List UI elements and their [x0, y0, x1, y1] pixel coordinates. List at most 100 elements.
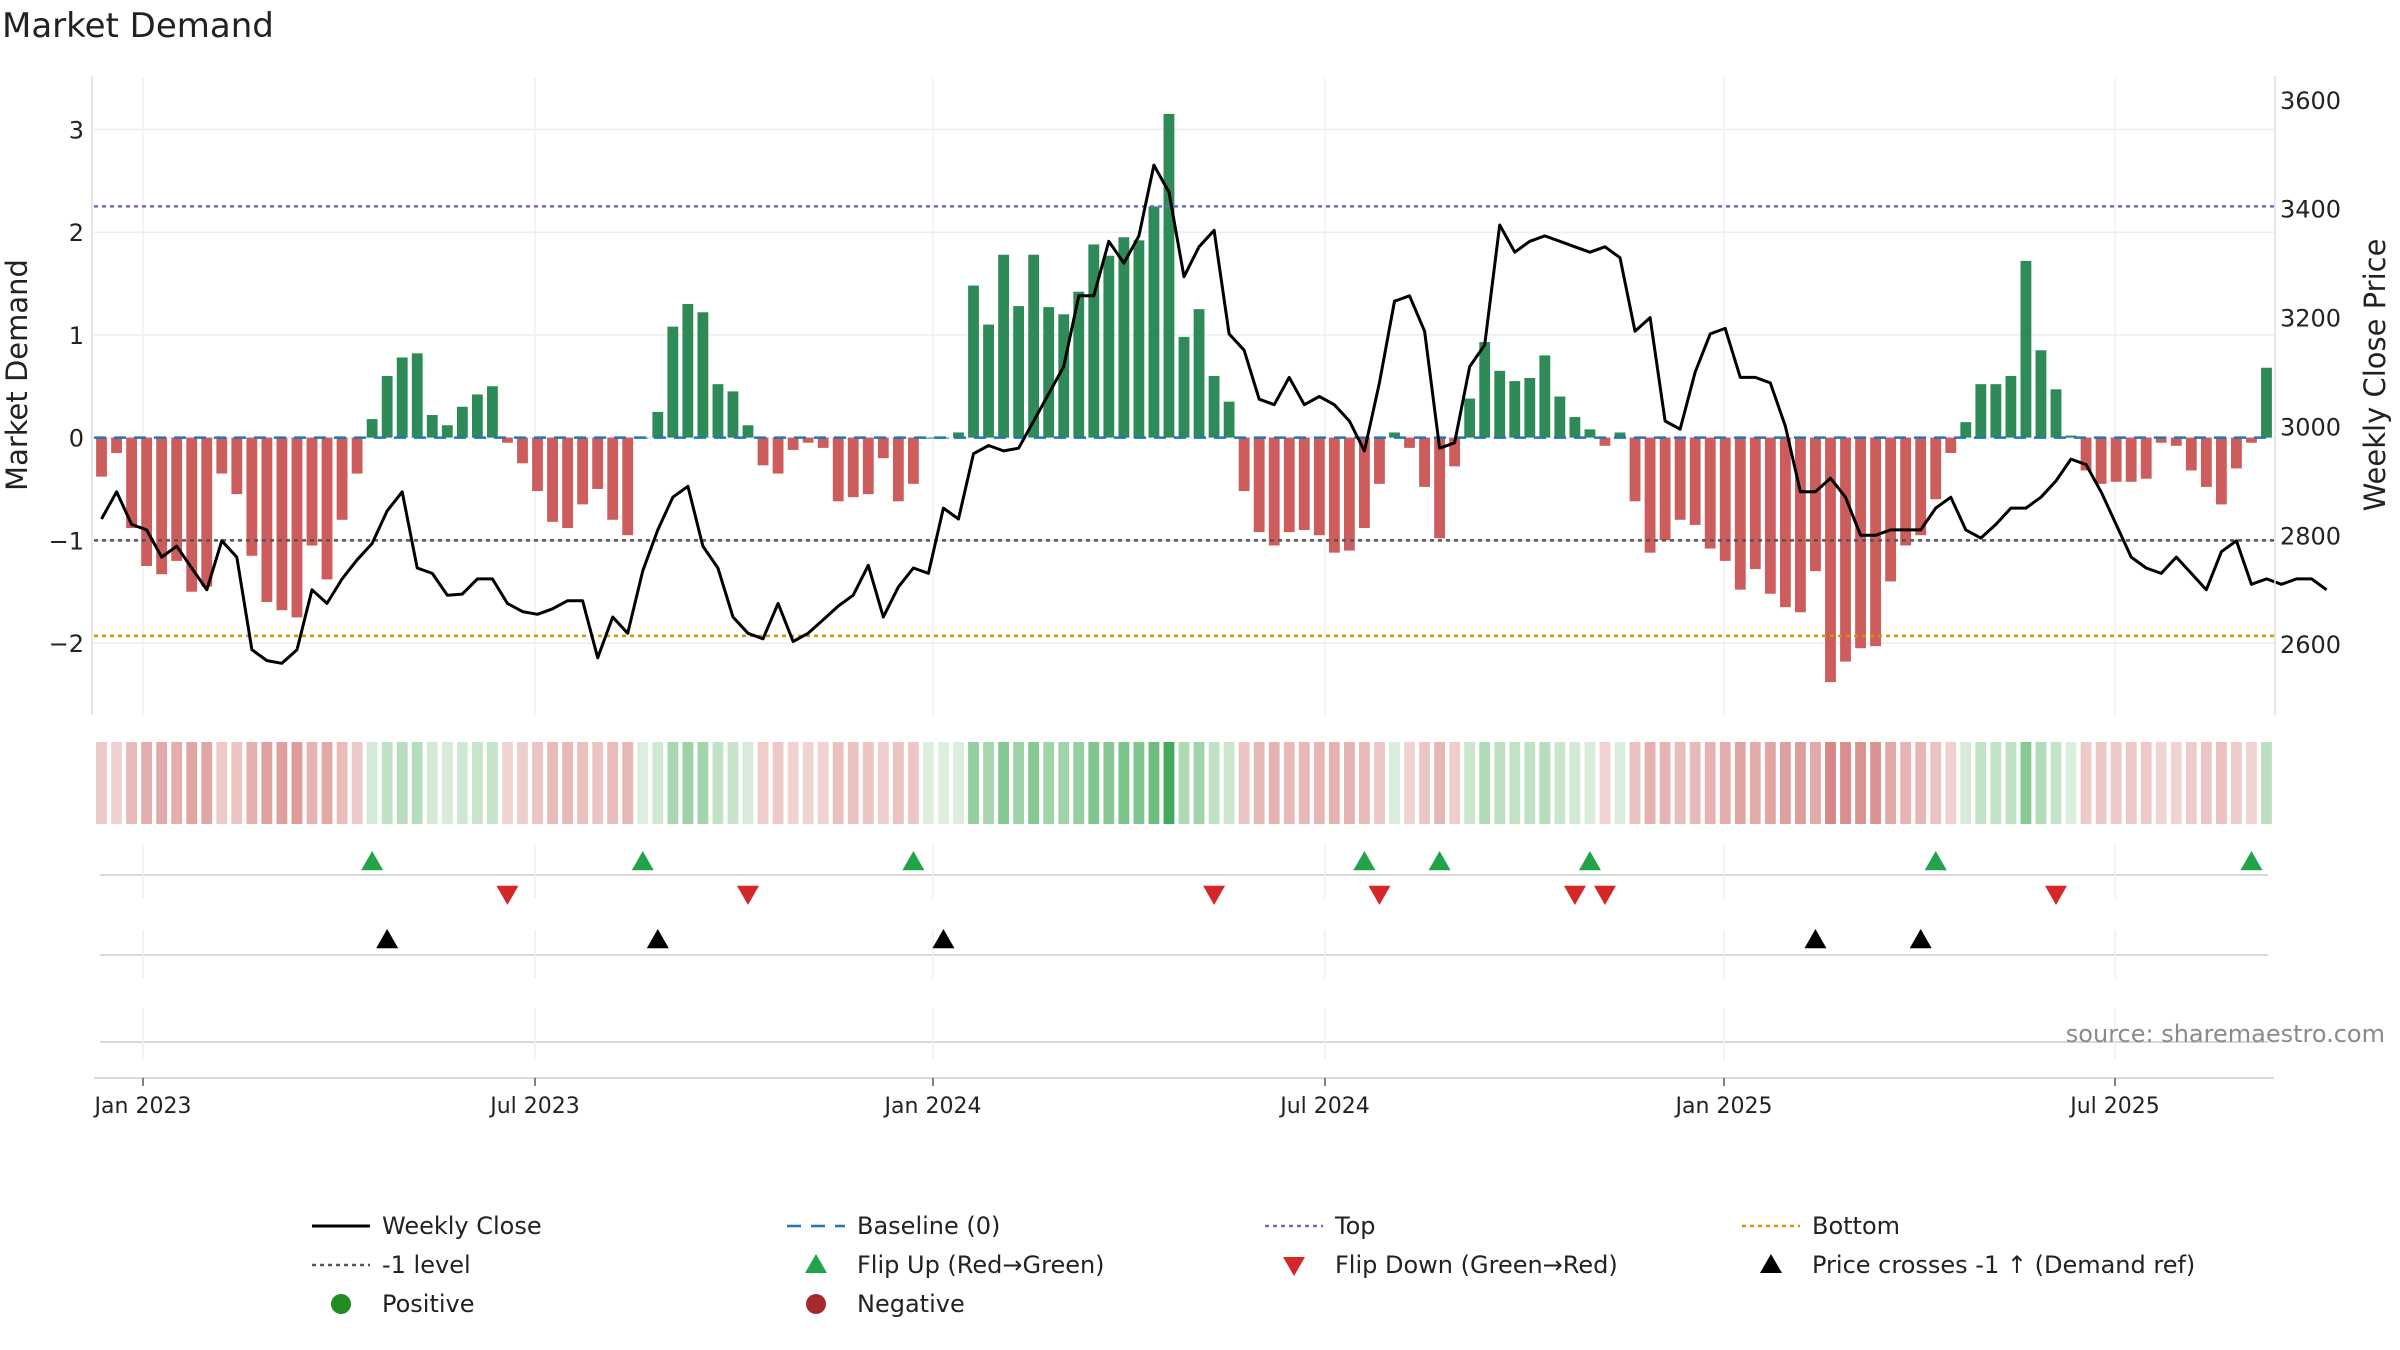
- strip-cell: [2231, 742, 2242, 824]
- demand-bar: [892, 437, 904, 502]
- x-tick-label: Jan 2025: [1674, 1094, 1773, 1119]
- strip-cell: [938, 742, 949, 824]
- strip-cell: [1795, 742, 1806, 824]
- strip-cell: [877, 742, 889, 824]
- demand-bar: [291, 437, 303, 618]
- strip-cell: [2005, 742, 2017, 824]
- demand-bar: [1554, 396, 1566, 438]
- axes: 3 2 1 0 −1 −2 3600 3400 3200 3000 2800 2600: [49, 76, 2341, 715]
- demand-bar: [862, 437, 874, 495]
- demand-bar: [1975, 384, 1987, 438]
- demand-bar: [216, 437, 228, 474]
- demand-bar: [1058, 314, 1070, 438]
- right-tick-label: 3000: [2280, 413, 2341, 441]
- legend-label: Top: [1334, 1212, 1376, 1240]
- x-tick-label: Jul 2024: [1278, 1094, 1370, 1119]
- strip-cell: [1554, 742, 1566, 824]
- strip-cell: [1569, 742, 1581, 824]
- strip-cell: [1734, 742, 1746, 824]
- demand-bar: [321, 437, 333, 580]
- demand-bar: [2246, 437, 2257, 443]
- strip-cell: [1704, 742, 1716, 824]
- left-tick-label: 2: [69, 219, 84, 247]
- demand-bar: [111, 437, 122, 454]
- legend-label: Price crosses -1 ↑ (Demand ref): [1812, 1251, 2195, 1279]
- demand-bar: [802, 437, 814, 443]
- strip-cell: [1975, 742, 1987, 824]
- demand-bar: [1719, 437, 1731, 561]
- demand-bar: [1524, 378, 1536, 438]
- demand-bar: [1734, 437, 1746, 590]
- flip-up-marker: [1924, 851, 1947, 871]
- demand-bar: [1374, 437, 1385, 484]
- strip-cell: [471, 742, 483, 824]
- strip-cell: [1163, 742, 1175, 824]
- demand-bar: [1810, 437, 1821, 572]
- strip-cell: [1629, 742, 1641, 824]
- left-tick-label: −1: [49, 527, 84, 555]
- demand-bar: [456, 406, 468, 438]
- left-tick-label: 1: [69, 322, 84, 350]
- demand-bar: [1825, 437, 1836, 683]
- demand-bar: [1223, 401, 1235, 438]
- demand-bar: [1359, 437, 1370, 529]
- strip-cell: [2065, 742, 2077, 824]
- demand-bar: [652, 411, 664, 438]
- strip-cell: [1253, 742, 1265, 824]
- strip-cell: [1855, 742, 1866, 824]
- left-tick-label: 0: [69, 425, 84, 453]
- demand-bar: [2231, 437, 2242, 469]
- strip-cell: [532, 742, 543, 824]
- demand-bar: [1343, 437, 1355, 551]
- strip-cell: [2095, 742, 2107, 824]
- strip-cell: [1133, 742, 1145, 824]
- demand-bar: [156, 437, 168, 575]
- demand-bar: [1313, 437, 1325, 536]
- strip-cell: [96, 742, 107, 824]
- demand-bar: [1930, 437, 1942, 500]
- strip-cell: [2185, 742, 2197, 824]
- x-tick-label: Jan 2023: [93, 1094, 192, 1119]
- demand-bar: [487, 386, 498, 438]
- demand-bar: [1449, 437, 1461, 467]
- demand-bar: [817, 437, 829, 448]
- flip-up-marker: [1428, 851, 1451, 871]
- demand-bar: [246, 437, 258, 556]
- demand-bar: [1945, 437, 1957, 454]
- flip-down-marker: [1203, 885, 1226, 905]
- strip-cell: [1915, 742, 1927, 824]
- demand-bar: [1434, 437, 1445, 539]
- demand-bar: [1885, 437, 1897, 582]
- strip-cell: [2140, 742, 2152, 824]
- strip-cell: [1840, 742, 1851, 824]
- strip-cell: [1073, 742, 1085, 824]
- flip-down-marker: [1593, 885, 1616, 905]
- strip-cell: [1764, 742, 1776, 824]
- demand-bar: [336, 437, 348, 520]
- strip-cell: [2261, 742, 2272, 824]
- demand-bar: [1644, 437, 1656, 553]
- strip-cell: [667, 742, 679, 824]
- legend-label: Flip Down (Green→Red): [1335, 1251, 1618, 1279]
- demand-bars: [96, 113, 2272, 683]
- legend-label: Bottom: [1812, 1212, 1900, 1240]
- strip-cell: [2170, 742, 2182, 824]
- demand-bar: [2200, 437, 2212, 487]
- demand-bar: [171, 437, 183, 561]
- event-markers: [100, 845, 2268, 1060]
- demand-bar: [1208, 375, 1220, 438]
- strip-cell: [1900, 742, 1912, 824]
- strip-cell: [1238, 742, 1250, 824]
- flip-down-marker: [496, 885, 519, 905]
- demand-bar: [772, 437, 784, 474]
- strip-cell: [923, 742, 934, 824]
- strip-cell: [291, 742, 303, 824]
- strip-cell: [502, 742, 513, 824]
- strip-cell: [141, 742, 153, 824]
- strip-cell: [1013, 742, 1025, 824]
- strip-cell: [2080, 742, 2092, 824]
- right-axis-label: Weekly Close Price: [2358, 239, 2392, 512]
- strip-cell: [2215, 742, 2227, 824]
- weekly-close-line: [100, 163, 2328, 665]
